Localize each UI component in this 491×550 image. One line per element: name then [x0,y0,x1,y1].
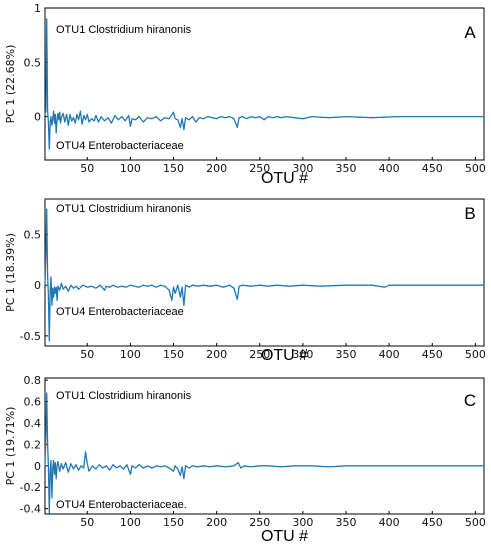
otu-annotation: OTU1 Clostridium hiranonis [56,203,192,215]
x-tick-label: 250 [249,348,270,361]
plot-frame [44,7,485,161]
panel-label: A [464,23,476,42]
y-axis-label: PC 1 (22.68%) [4,45,17,124]
y-tick-label: -0.2 [20,481,41,494]
x-tick-label: 100 [120,348,141,361]
x-axis-label: OTU # [261,528,308,545]
x-tick-label: 350 [336,516,357,529]
panel-label: B [464,204,475,223]
x-axis-label: OTU # [261,347,308,364]
y-tick-label: 0 [34,279,41,292]
x-tick-label: 500 [465,516,486,529]
x-tick-label: 350 [336,162,357,175]
panel-C: 50 100 150 200 250 300 350 400 450 500 0.8 0.6 0.4 0.… [4,374,486,545]
y-tick-label: 1 [34,2,41,15]
otu-annotation: OTU1 Clostridium hiranonis [56,24,192,36]
series-line [44,392,484,514]
series-line [44,18,484,150]
plot-frame [44,198,485,347]
x-tick-label: 400 [379,348,400,361]
x-tick-label: 400 [379,516,400,529]
x-tick-label: 50 [80,516,94,529]
x-tick-label: 500 [465,162,486,175]
series-line [44,208,484,342]
x-tick-label: 150 [163,162,184,175]
x-tick-label: 100 [120,162,141,175]
y-tick-label: -0.4 [20,503,41,516]
y-tick-label: 0.5 [24,228,42,241]
panel-label: C [464,391,476,410]
x-tick-label: 200 [206,516,227,529]
x-tick-label: 300 [292,348,313,361]
y-tick-label: 0.4 [24,417,42,430]
otu-annotation: OTU4 Enterobacteriaceae. [56,499,187,511]
y-tick-label: 0.2 [24,438,42,451]
x-tick-label: 100 [120,516,141,529]
x-axis-label: OTU # [261,170,308,187]
panel-A: 50 100 150 200 250 300 350 400 450 500 1 0.5 0 PC 1 (… [4,2,486,187]
x-tick-label: 200 [206,348,227,361]
x-tick-label: 400 [379,162,400,175]
x-tick-label: 350 [336,348,357,361]
y-axis-label: PC 1 (19.71%) [4,407,17,486]
y-tick-label: 0.8 [24,374,42,387]
y-tick-label: 0.5 [24,56,42,69]
otu-annotation: OTU4 Enterobacteriaceae [56,140,184,152]
y-tick-label: 0 [34,111,41,124]
x-tick-label: 450 [422,348,443,361]
x-tick-label: 450 [422,162,443,175]
x-tick-label: 150 [163,348,184,361]
otu-annotation: OTU1 Clostridium hiranonis [56,390,192,402]
x-tick-label: 500 [465,348,486,361]
x-tick-label: 250 [249,162,270,175]
x-tick-label: 450 [422,516,443,529]
x-tick-label: 200 [206,162,227,175]
y-axis-label: PC 1 (18.39%) [4,233,17,312]
x-tick-label: 250 [249,516,270,529]
x-tick-label: 300 [292,516,313,529]
y-tick-label: -0.5 [20,330,41,343]
x-tick-label: 150 [163,516,184,529]
panel-B: 50 100 150 200 250 300 350 400 450 500 0.5 0 -0.5 PC … [4,198,486,364]
x-tick-label: 300 [292,162,313,175]
y-tick-label: 0 [34,460,41,473]
x-tick-label: 50 [80,162,94,175]
y-tick-label: 0.6 [24,396,42,409]
x-tick-label: 50 [80,348,94,361]
otu-annotation: OTU4 Enterobacteriaceae [56,306,184,318]
